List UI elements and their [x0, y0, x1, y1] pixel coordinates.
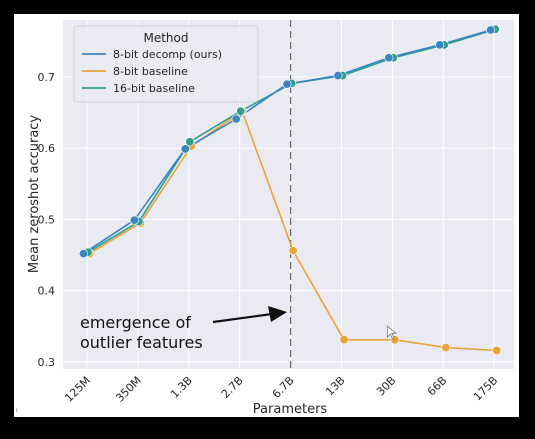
- y-tick-label: 0.4: [38, 285, 56, 298]
- y-tick-label: 0.5: [38, 213, 56, 226]
- data-point: [492, 345, 502, 355]
- data-point: [185, 137, 195, 147]
- data-point: [441, 343, 451, 353]
- annotation: emergence of outlier features: [80, 306, 287, 352]
- data-point: [288, 246, 298, 256]
- y-tick-label: 0.6: [38, 142, 56, 155]
- data-point: [486, 25, 496, 35]
- annotation-arrow-shaft: [212, 312, 273, 324]
- legend-title: Method: [143, 31, 188, 45]
- series-points: [78, 24, 502, 355]
- annotation-line1: emergence of: [80, 313, 191, 332]
- data-point: [236, 106, 246, 116]
- stray-mark: ᵢ: [16, 404, 18, 415]
- data-point: [78, 249, 88, 259]
- x-axis-label: Parameters: [253, 402, 328, 417]
- data-point: [282, 79, 292, 89]
- data-point: [129, 215, 139, 225]
- y-tick-label: 0.7: [38, 71, 56, 84]
- annotation-arrow-head: [268, 306, 287, 322]
- y-axis-ticks: 0.3 0.4 0.5 0.6 0.7: [38, 71, 56, 369]
- data-point: [231, 114, 241, 124]
- y-axis-label: Mean zeroshot accuracy: [27, 115, 42, 274]
- legend-box: [73, 25, 259, 103]
- data-point: [339, 335, 349, 345]
- legend-label: 16-bit baseline: [113, 82, 195, 95]
- legend: Method 8-bit decomp (ours) 8-bit baseline…: [73, 25, 259, 103]
- annotation-line2: outlier features: [80, 333, 203, 352]
- data-point: [384, 53, 394, 63]
- data-point: [180, 144, 190, 154]
- data-point: [333, 71, 343, 81]
- data-point: [435, 40, 445, 50]
- mouse-cursor-icon: [386, 325, 398, 340]
- legend-items: 8-bit decomp (ours) 8-bit baseline 16-bit …: [82, 48, 222, 95]
- legend-label: 8-bit decomp (ours): [113, 48, 222, 61]
- legend-label: 8-bit baseline: [113, 65, 188, 78]
- y-tick-label: 0.3: [38, 356, 56, 369]
